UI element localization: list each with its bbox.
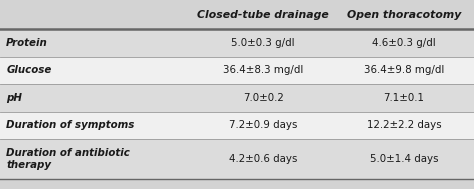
Text: 5.0±1.4 days: 5.0±1.4 days	[370, 154, 438, 164]
Text: Duration of antibiotic
therapy: Duration of antibiotic therapy	[6, 148, 130, 170]
Text: 4.6±0.3 g/dl: 4.6±0.3 g/dl	[372, 38, 436, 48]
Text: Duration of symptoms: Duration of symptoms	[6, 120, 135, 130]
Text: Open thoracotomy: Open thoracotomy	[347, 10, 461, 20]
Bar	[0, 139, 474, 179]
Text: 5.0±0.3 g/dl: 5.0±0.3 g/dl	[231, 38, 295, 48]
Text: 36.4±8.3 mg/dl: 36.4±8.3 mg/dl	[223, 65, 303, 75]
Text: Closed-tube drainage: Closed-tube drainage	[197, 10, 329, 20]
Text: Protein: Protein	[6, 38, 48, 48]
Text: 7.2±0.9 days: 7.2±0.9 days	[229, 120, 297, 130]
Text: 7.0±0.2: 7.0±0.2	[243, 93, 283, 103]
Text: pH: pH	[6, 93, 22, 103]
Bar	[0, 0, 474, 29]
Bar	[0, 29, 474, 57]
Text: 12.2±2.2 days: 12.2±2.2 days	[367, 120, 441, 130]
Text: 36.4±9.8 mg/dl: 36.4±9.8 mg/dl	[364, 65, 444, 75]
Text: 7.1±0.1: 7.1±0.1	[383, 93, 425, 103]
Text: 4.2±0.6 days: 4.2±0.6 days	[229, 154, 297, 164]
Bar	[0, 84, 474, 112]
Text: Glucose: Glucose	[6, 65, 52, 75]
Bar	[0, 57, 474, 84]
Bar	[0, 112, 474, 139]
